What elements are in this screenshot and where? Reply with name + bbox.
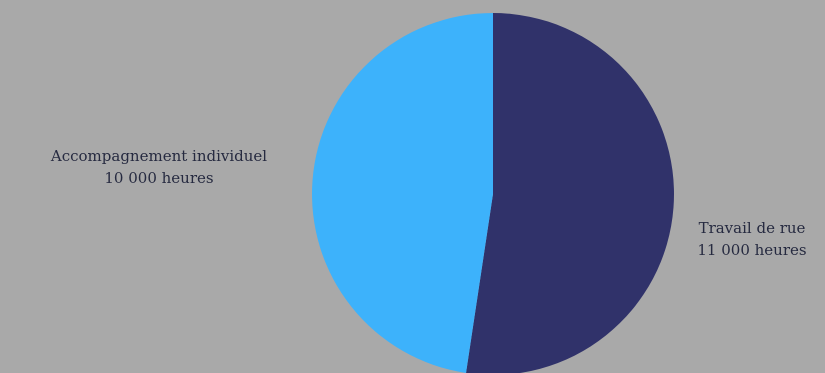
- pie-slice-travail-de-rue: [466, 13, 674, 373]
- pie-slice-accompagnement-individuel: [311, 13, 493, 373]
- slice-name-travail-de-rue: Travail de rue: [698, 219, 806, 237]
- slice-value-travail-de-rue: 11 000 heures: [697, 241, 807, 259]
- slice-label-accompagnement: Accompagnement individuel 10 000 heures: [8, 145, 310, 189]
- slice-value-accompagnement: 10 000 heures: [104, 169, 214, 187]
- slice-name-accompagnement: Accompagnement individuel: [50, 147, 268, 165]
- slice-label-travail-de-rue: Travail de rue 11 000 heures: [679, 217, 825, 261]
